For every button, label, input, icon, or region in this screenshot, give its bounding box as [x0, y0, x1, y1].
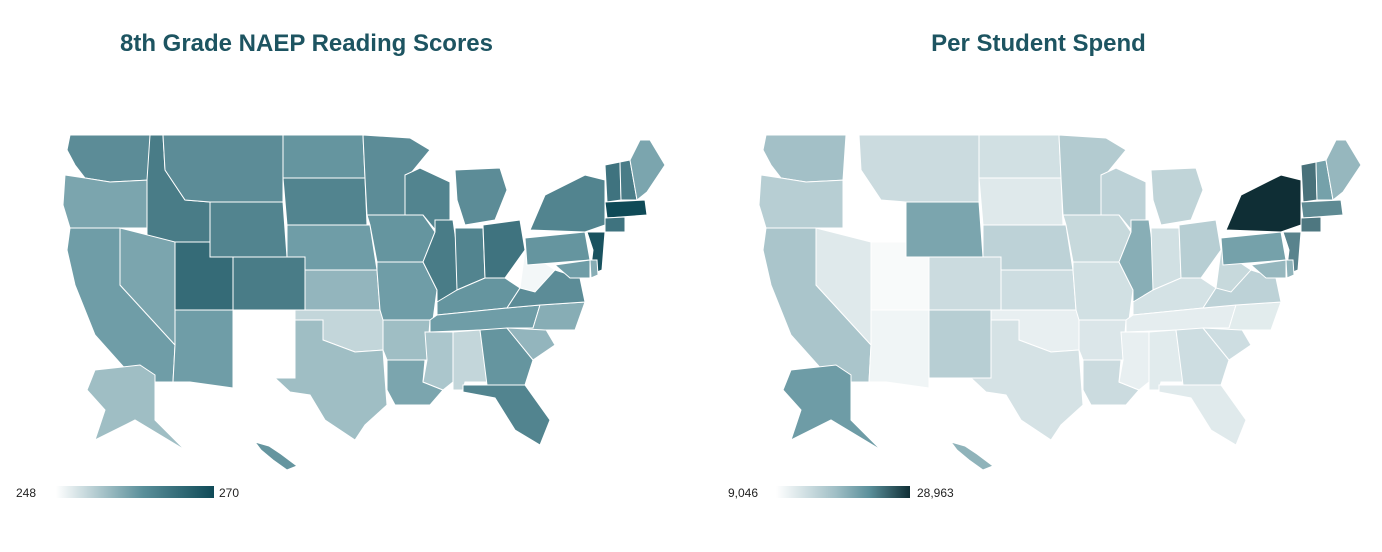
state-hi[interactable] — [949, 441, 995, 470]
state-mt[interactable] — [162, 134, 284, 203]
state-mt[interactable] — [858, 134, 980, 203]
state-ia[interactable] — [366, 214, 436, 263]
state-tx[interactable] — [273, 319, 388, 441]
state-nm[interactable] — [232, 309, 296, 379]
state-ga[interactable] — [1175, 327, 1230, 386]
state-la[interactable] — [386, 359, 444, 406]
state-de[interactable] — [589, 259, 599, 279]
state-pa[interactable] — [1220, 231, 1287, 266]
state-nd[interactable] — [282, 134, 366, 179]
state-md[interactable] — [1249, 259, 1287, 279]
state-de[interactable] — [1285, 259, 1295, 279]
state-vt[interactable] — [1300, 161, 1318, 203]
state-vt[interactable] — [604, 161, 622, 203]
state-ma[interactable] — [1300, 199, 1344, 219]
state-ks[interactable] — [1000, 269, 1077, 311]
state-ct[interactable] — [1300, 216, 1322, 233]
state-fl[interactable] — [462, 384, 551, 446]
state-co[interactable] — [232, 256, 306, 311]
state-or[interactable] — [62, 174, 151, 229]
state-sd[interactable] — [978, 177, 1064, 226]
state-ms[interactable] — [422, 331, 454, 391]
legend-gradient-bar — [776, 486, 910, 498]
legend-max-label: 270 — [219, 486, 240, 500]
state-or[interactable] — [758, 174, 847, 229]
spend-map — [758, 134, 1362, 470]
state-ny[interactable] — [529, 174, 606, 233]
state-ia[interactable] — [1062, 214, 1132, 263]
state-ar[interactable] — [1078, 319, 1127, 361]
legend-min-label: 248 — [16, 486, 37, 500]
state-oh[interactable] — [1178, 219, 1222, 279]
state-sd[interactable] — [282, 177, 368, 226]
state-me[interactable] — [629, 139, 666, 201]
state-hi[interactable] — [253, 441, 299, 470]
state-ms[interactable] — [1118, 331, 1150, 391]
state-mi[interactable] — [1150, 167, 1204, 226]
state-az[interactable] — [868, 309, 930, 389]
legend-min-label: 9,046 — [728, 486, 759, 500]
state-nm[interactable] — [928, 309, 992, 379]
state-nd[interactable] — [978, 134, 1062, 179]
spend-panel: Per Student Spend 9,046 28,963 — [700, 0, 1382, 552]
state-tx[interactable] — [969, 319, 1084, 441]
state-ak[interactable] — [86, 364, 186, 451]
state-ak[interactable] — [782, 364, 882, 451]
state-mi[interactable] — [454, 167, 508, 226]
state-ar[interactable] — [382, 319, 431, 361]
legend-gradient-bar — [56, 486, 214, 498]
naep-reading-panel: 8th Grade NAEP Reading Scores 248 270 — [0, 0, 690, 552]
state-co[interactable] — [928, 256, 1002, 311]
state-wy[interactable] — [905, 201, 984, 258]
state-ny[interactable] — [1225, 174, 1302, 233]
map-title-spend: Per Student Spend — [931, 30, 1146, 57]
state-wy[interactable] — [209, 201, 288, 258]
state-ga[interactable] — [479, 327, 534, 386]
state-ma[interactable] — [604, 199, 648, 219]
state-wa[interactable] — [66, 134, 151, 183]
state-fl[interactable] — [1158, 384, 1247, 446]
state-oh[interactable] — [482, 219, 526, 279]
state-me[interactable] — [1325, 139, 1362, 201]
naep-map — [62, 134, 666, 470]
state-md[interactable] — [553, 259, 591, 279]
state-la[interactable] — [1082, 359, 1140, 406]
map-title-naep: 8th Grade NAEP Reading Scores — [119, 30, 493, 57]
state-pa[interactable] — [524, 231, 591, 266]
state-ct[interactable] — [604, 216, 626, 233]
state-ks[interactable] — [304, 269, 381, 311]
legend-max-label: 28,963 — [917, 486, 954, 500]
state-az[interactable] — [172, 309, 234, 389]
state-wa[interactable] — [762, 134, 847, 183]
